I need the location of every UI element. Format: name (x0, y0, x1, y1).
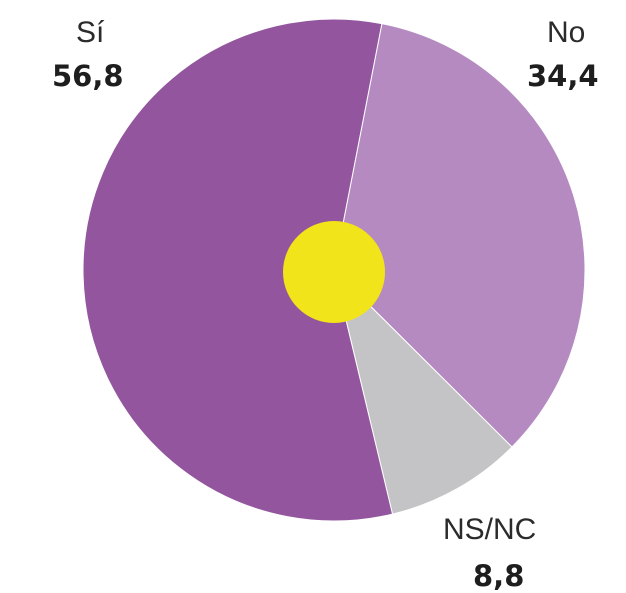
label-nsnc-name: NS/NC (443, 513, 537, 546)
pie-slices (82, 18, 586, 522)
slice-no (333, 23, 586, 448)
slice-si (82, 18, 394, 522)
label-no-value: 34,4 (527, 59, 599, 93)
label-si-value: 56,8 (52, 59, 124, 93)
center-dot (283, 221, 385, 323)
label-nsnc-value: 8,8 (473, 559, 525, 593)
slice-nsnc (333, 268, 513, 515)
label-si-name: Sí (76, 16, 105, 49)
label-no-name: No (547, 16, 586, 49)
